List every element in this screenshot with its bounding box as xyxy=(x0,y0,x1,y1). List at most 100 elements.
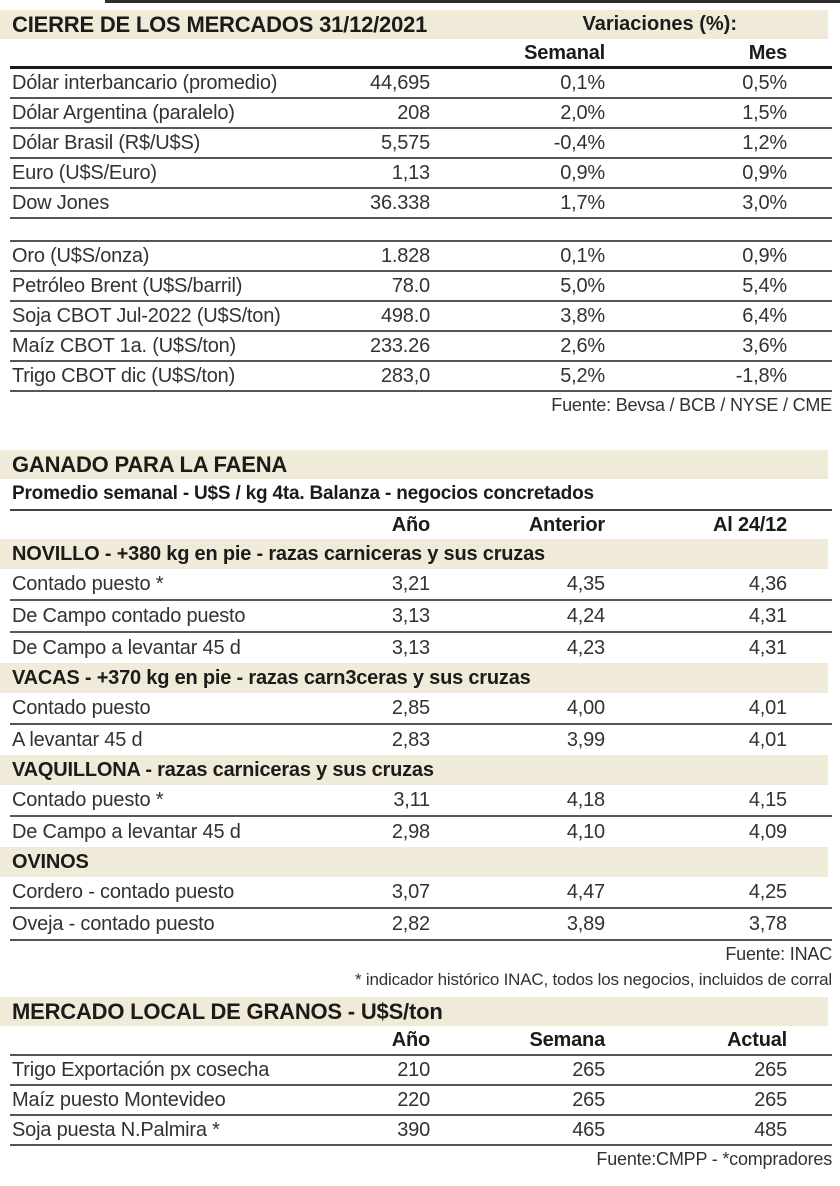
commodity-row-value: 1.828 xyxy=(380,244,430,267)
cattle-row: Contado puesto 2,85 4,00 4,01 xyxy=(10,693,832,723)
grain-row-label: Soja puesta N.Palmira * xyxy=(12,1118,220,1141)
grain-row-semana: 265 xyxy=(572,1058,605,1081)
cattle-row-al-24-12: 4,31 xyxy=(748,604,787,627)
commodity-row: Petróleo Brent (U$S/barril) 78.0 5,0% 5,… xyxy=(10,272,832,302)
grain-row-anio: 210 xyxy=(397,1058,430,1081)
cattle-row-label: De Campo a levantar 45 d xyxy=(12,820,241,843)
cattle-row-label: De Campo contado puesto xyxy=(12,604,246,627)
commodity-row-label: Soja CBOT Jul-2022 (U$S/ton) xyxy=(12,304,281,327)
column-header-al-24-12: Al 24/12 xyxy=(712,513,787,536)
grain-row-semana: 265 xyxy=(572,1088,605,1111)
grains-header-band: MERCADO LOCAL DE GRANOS - U$S/ton xyxy=(0,997,828,1026)
market-row-weekly-change: 0,1% xyxy=(560,71,605,94)
market-row-label: Dólar interbancario (promedio) xyxy=(12,71,278,94)
grain-row-anio: 390 xyxy=(397,1118,430,1141)
cattle-group-band: VACAS - +370 kg en pie - razas carn3cera… xyxy=(0,663,828,693)
cattle-row-anterior: 4,10 xyxy=(566,820,605,843)
cattle-row-label: A levantar 45 d xyxy=(12,728,143,751)
commodity-row-month-change: 5,4% xyxy=(742,274,787,297)
commodity-row-month-change: 3,6% xyxy=(742,334,787,357)
top-rule xyxy=(105,0,840,3)
cattle-row-al-24-12: 4,25 xyxy=(748,880,787,903)
cattle-row-al-24-12: 4,09 xyxy=(748,820,787,843)
cattle-row-label: Oveja - contado puesto xyxy=(12,912,215,935)
grains-title: MERCADO LOCAL DE GRANOS - U$S/ton xyxy=(12,998,443,1024)
cattle-row-al-24-12: 4,31 xyxy=(748,636,787,659)
cattle-row: De Campo a levantar 45 d 2,98 4,10 4,09 xyxy=(10,815,832,847)
commodity-row-weekly-change: 0,1% xyxy=(560,244,605,267)
grain-row: Maíz puesto Montevideo 220 265 265 xyxy=(10,1086,832,1116)
market-row: Dólar interbancario (promedio) 44,695 0,… xyxy=(10,69,832,99)
column-header-semanal: Semanal xyxy=(524,42,605,64)
commodity-row-weekly-change: 3,8% xyxy=(560,304,605,327)
cattle-row-anterior: 4,23 xyxy=(566,636,605,659)
cattle-row: Oveja - contado puesto 2,82 3,89 3,78 xyxy=(10,907,832,939)
cattle-row-al-24-12: 4,01 xyxy=(748,696,787,719)
cattle-row-anterior: 3,99 xyxy=(566,728,605,751)
grain-row: Soja puesta N.Palmira * 390 465 485 xyxy=(10,1116,832,1146)
market-row: Dólar Argentina (paralelo) 208 2,0% 1,5% xyxy=(10,99,832,129)
commodity-row-label: Petróleo Brent (U$S/barril) xyxy=(12,274,243,297)
cattle-row: Contado puesto * 3,21 4,35 4,36 xyxy=(10,569,832,599)
market-row-label: Euro (U$S/Euro) xyxy=(12,161,157,184)
market-row-label: Dólar Brasil (R$/U$S) xyxy=(12,131,201,154)
cattle-header-band: GANADO PARA LA FAENA xyxy=(0,450,828,479)
grain-row-anio: 220 xyxy=(397,1088,430,1111)
commodity-row-weekly-change: 2,6% xyxy=(560,334,605,357)
cattle-row-label: Contado puesto xyxy=(12,696,151,719)
cattle-section: GANADO PARA LA FAENA Promedio semanal - … xyxy=(0,450,840,993)
cattle-row-anterior: 4,35 xyxy=(566,572,605,595)
cattle-column-headers: Año Anterior Al 24/12 xyxy=(10,511,832,539)
cattle-table-end-rule xyxy=(10,939,832,941)
commodity-row-value: 498.0 xyxy=(380,304,430,327)
market-row-month-change: 0,5% xyxy=(742,71,787,94)
grain-row-label: Trigo Exportación px cosecha xyxy=(12,1058,270,1081)
cattle-footnote: * indicador histórico INAC, todos los ne… xyxy=(354,970,832,989)
cattle-row-label: De Campo a levantar 45 d xyxy=(12,636,241,659)
cattle-row-anio: 3,11 xyxy=(393,788,430,811)
commodity-row-weekly-change: 5,0% xyxy=(560,274,605,297)
cattle-row-al-24-12: 4,36 xyxy=(748,572,787,595)
market-row-value: 44,695 xyxy=(370,71,430,94)
market-row-value: 5,575 xyxy=(380,131,430,154)
commodity-row-month-change: -1,8% xyxy=(735,364,787,387)
cattle-row-anio: 3,07 xyxy=(391,880,430,903)
market-row-weekly-change: 0,9% xyxy=(560,161,605,184)
variations-label: Variaciones (%): xyxy=(582,13,737,35)
commodity-row-value: 283,0 xyxy=(380,364,430,387)
markets-column-headers: Semanal Mes xyxy=(10,39,832,69)
cattle-group-band: OVINOS xyxy=(0,847,828,877)
cattle-row: Contado puesto * 3,11 4,18 4,15 xyxy=(10,785,832,815)
column-header-semana: Semana xyxy=(529,1028,605,1051)
market-row-month-change: 1,2% xyxy=(742,131,787,154)
commodity-row: Soja CBOT Jul-2022 (U$S/ton) 498.0 3,8% … xyxy=(10,302,832,332)
commodity-row-value: 233.26 xyxy=(370,334,430,357)
grain-row: Trigo Exportación px cosecha 210 265 265 xyxy=(10,1056,832,1086)
market-row-label: Dólar Argentina (paralelo) xyxy=(12,101,235,124)
cattle-group-label: VAQUILLONA - razas carniceras y sus cruz… xyxy=(12,758,434,781)
market-row: Euro (U$S/Euro) 1,13 0,9% 0,9% xyxy=(10,159,832,189)
commodity-row-weekly-change: 5,2% xyxy=(560,364,605,387)
cattle-row-al-24-12: 4,15 xyxy=(748,788,787,811)
market-row-weekly-change: -0,4% xyxy=(553,131,605,154)
commodity-row-month-change: 6,4% xyxy=(742,304,787,327)
markets-header-band: CIERRE DE LOS MERCADOS 31/12/2021 Variac… xyxy=(0,10,828,39)
market-row-month-change: 0,9% xyxy=(742,161,787,184)
grain-row-semana: 465 xyxy=(572,1118,605,1141)
market-row: Dow Jones 36.338 1,7% 3,0% xyxy=(10,189,832,219)
market-row-value: 36.338 xyxy=(370,191,430,214)
section-gap xyxy=(10,219,832,242)
column-header-anterior: Anterior xyxy=(528,513,605,536)
market-row-weekly-change: 2,0% xyxy=(560,101,605,124)
cattle-row-anio: 2,83 xyxy=(391,728,430,751)
markets-title: CIERRE DE LOS MERCADOS 31/12/2021 xyxy=(12,11,428,37)
cattle-row-al-24-12: 4,01 xyxy=(748,728,787,751)
column-header-actual: Actual xyxy=(727,1028,787,1051)
cattle-subtitle: Promedio semanal - U$S / kg 4ta. Balanza… xyxy=(10,479,832,511)
grains-source: Fuente:CMPP - *compradores xyxy=(596,1149,832,1169)
cattle-row: De Campo a levantar 45 d 3,13 4,23 4,31 xyxy=(10,631,832,663)
grain-row-actual: 265 xyxy=(754,1058,787,1081)
cattle-group-label: VACAS - +370 kg en pie - razas carn3cera… xyxy=(12,666,531,689)
cattle-group-label: OVINOS xyxy=(12,850,89,873)
